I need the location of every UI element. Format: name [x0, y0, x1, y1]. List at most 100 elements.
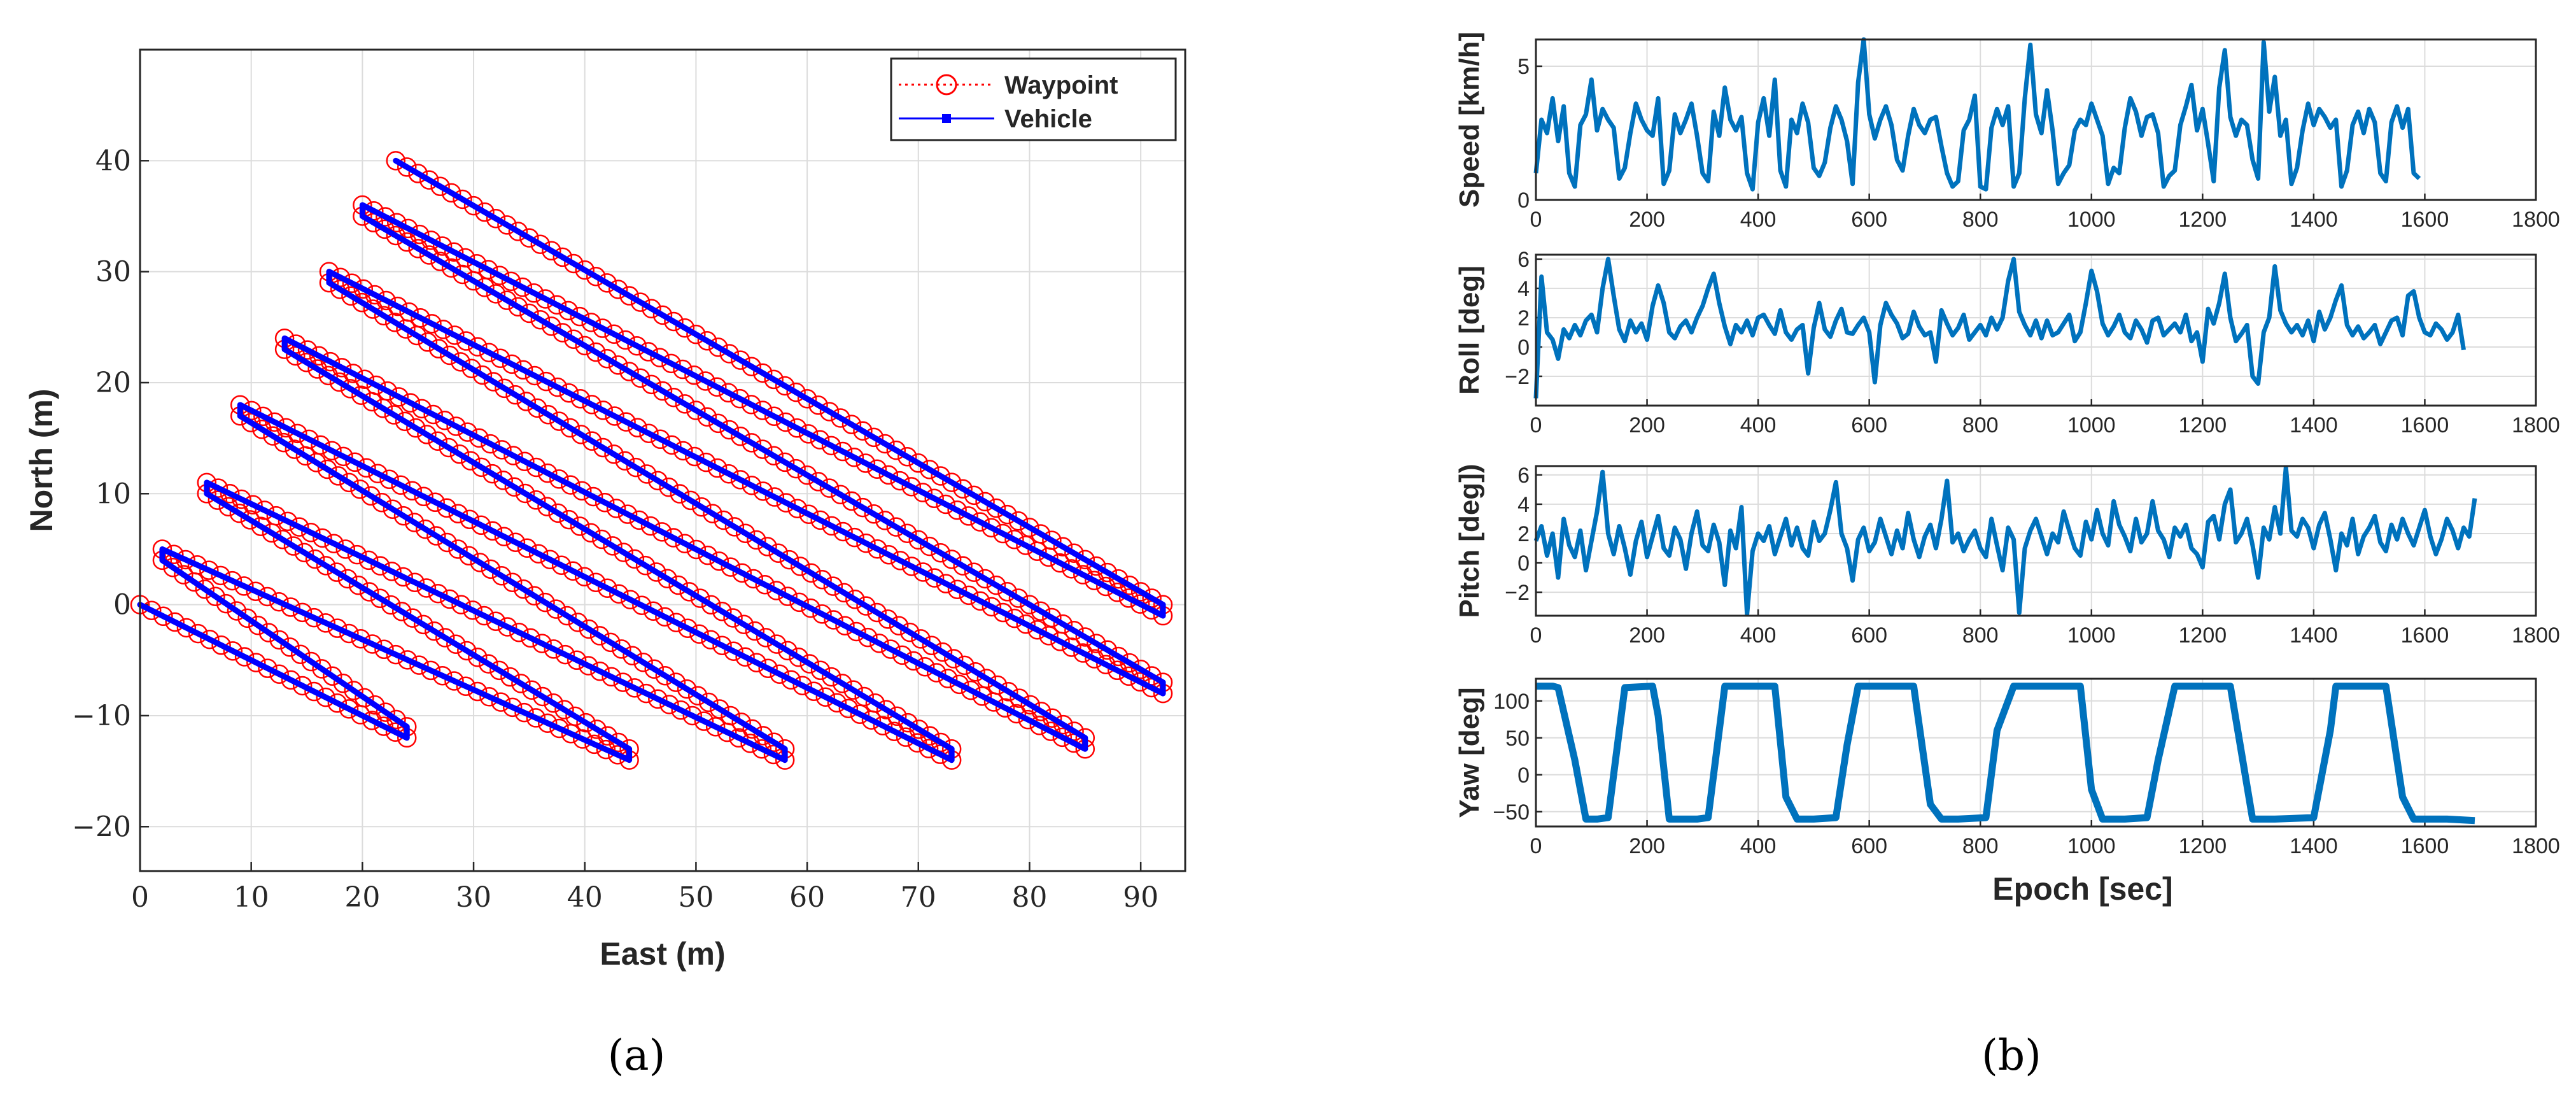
waypoint-marker [570, 389, 591, 409]
waypoint-marker [616, 412, 636, 432]
waypoint-marker [290, 644, 311, 664]
pitch-y-tick-label: 0 [1517, 551, 1530, 576]
waypoint-marker [970, 512, 990, 532]
waypoint-marker [398, 218, 418, 239]
waypoint-marker [376, 702, 396, 722]
waypoint-marker [457, 641, 477, 661]
waypoint-marker [304, 681, 324, 702]
roll-x-tick-label: 1600 [2401, 413, 2449, 437]
roll-x-tick-label: 0 [1530, 413, 1542, 437]
waypoint-marker [1016, 614, 1036, 634]
waypoint-marker [924, 568, 945, 588]
waypoint-marker [382, 562, 402, 581]
waypoint-marker [756, 628, 776, 648]
waypoint-marker [348, 575, 369, 595]
waypoint-marker [521, 628, 540, 648]
waypoint-marker [833, 441, 853, 462]
yaw-x-tick-label: 1400 [2290, 834, 2338, 858]
waypoint-marker [613, 672, 633, 692]
waypoint-marker [417, 425, 437, 444]
waypoint-marker [351, 628, 370, 649]
waypoint-marker [822, 516, 841, 536]
waypoint-marker [602, 667, 621, 687]
waypoint-marker [334, 446, 353, 467]
waypoint-marker [376, 207, 395, 227]
waypoint-marker [339, 699, 359, 719]
waypoint-marker [853, 421, 873, 441]
waypoint-marker [269, 592, 289, 612]
waypoint-marker [752, 739, 772, 759]
roll-y-tick-label: 6 [1517, 248, 1530, 272]
waypoint-marker [801, 598, 820, 618]
waypoint-marker [538, 404, 558, 425]
waypoint-marker [624, 678, 645, 698]
waypoint-marker [1097, 562, 1117, 583]
waypoint-marker [609, 732, 628, 753]
waypoint-marker [341, 286, 361, 306]
waypoint-marker [1130, 594, 1150, 614]
waypoint-marker [258, 623, 279, 642]
waypoint-marker [519, 228, 539, 248]
waypoint-marker [281, 597, 300, 617]
waypoint-marker [479, 687, 499, 707]
waypoint-marker [812, 569, 832, 590]
waypoint-marker [833, 521, 853, 542]
waypoint-marker [712, 635, 732, 655]
roll-y-tick-label: 0 [1517, 336, 1530, 360]
x-tick-label: 20 [344, 881, 380, 914]
yaw-x-tick-label: 800 [1962, 834, 1999, 858]
legend-vehicle-marker [942, 114, 951, 123]
waypoint-marker [220, 484, 240, 504]
waypoint-marker [423, 404, 443, 425]
waypoint-marker [821, 436, 841, 456]
waypoint-marker [864, 427, 884, 448]
waypoint-marker [904, 651, 924, 671]
waypoint-marker [742, 357, 761, 376]
waypoint-marker [351, 385, 371, 405]
waypoint-marker [781, 670, 801, 690]
waypoint-marker [947, 579, 968, 599]
waypoint-marker [530, 234, 551, 254]
waypoint-marker [949, 674, 969, 695]
waypoint-marker [982, 597, 1002, 617]
waypoint-marker [623, 646, 642, 666]
waypoint-marker [526, 490, 546, 510]
waypoint-marker [456, 676, 476, 696]
waypoint-marker [294, 542, 314, 563]
trajectory-chart: 0 10 20 30 40 50 60 70 80 90 −20 −10 0 10 20 30 40 East … [24, 48, 1186, 972]
waypoint-marker [598, 726, 617, 746]
waypoint-marker [489, 266, 510, 285]
waypoint-marker [819, 402, 840, 422]
waypoint-marker [673, 441, 693, 461]
waypoint-marker [329, 372, 349, 392]
waypoint-marker [372, 492, 392, 513]
waypoint-marker [311, 435, 330, 455]
waypoint-marker [370, 588, 390, 609]
roll-x-tick-label: 200 [1629, 413, 1665, 437]
waypoint-marker [735, 647, 755, 667]
pitch-x-tick-label: 1200 [2179, 623, 2227, 648]
waypoint-marker [710, 699, 729, 719]
waypoint-marker [458, 422, 477, 442]
waypoint-marker [868, 539, 887, 559]
waypoint-marker [701, 630, 721, 649]
waypoint-marker [590, 661, 610, 681]
waypoint-marker [1042, 708, 1062, 728]
waypoint-marker [1020, 518, 1039, 537]
waypoint-marker [731, 713, 751, 732]
waypoint-marker [549, 411, 569, 431]
waypoint-marker [440, 345, 460, 365]
waypoint-marker [374, 716, 394, 736]
waypoint-marker [608, 280, 628, 299]
waypoint-marker [919, 460, 940, 479]
waypoint-marker [1108, 646, 1129, 667]
legend-vehicle-label: Vehicle [1004, 105, 1092, 133]
waypoint-marker [675, 394, 695, 414]
waypoint-marker [460, 509, 480, 530]
waypoint-marker [597, 348, 617, 369]
waypoint-marker [703, 504, 722, 523]
waypoint-marker [482, 521, 503, 541]
roll-x-tick-label: 600 [1851, 413, 1887, 437]
waypoint-marker [1031, 524, 1051, 544]
waypoint-marker [908, 453, 929, 473]
